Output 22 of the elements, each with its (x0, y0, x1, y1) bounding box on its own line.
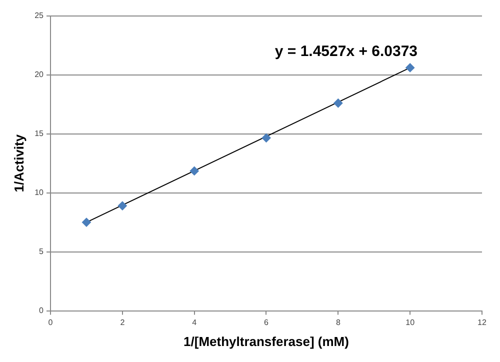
y-tick-label: 0 (39, 306, 44, 316)
x-tick-label: 4 (192, 318, 198, 327)
x-tick-label: 6 (264, 318, 270, 327)
y-tick-label: 15 (34, 129, 44, 138)
y-tick-label: 25 (34, 11, 44, 20)
y-tick-label: 20 (34, 70, 44, 80)
x-tick-label: 0 (48, 318, 54, 327)
y-axis-title: 1/Activity (11, 134, 26, 192)
point (118, 201, 127, 210)
x-tick-label: 2 (120, 318, 126, 327)
y-tick-label: 10 (34, 188, 44, 198)
point (82, 218, 91, 227)
x-tick-label: 12 (478, 318, 487, 327)
point (190, 166, 199, 176)
annotation: y = 1.4527x + 6.0373 (274, 42, 418, 60)
point (262, 133, 271, 142)
x-axis-title: 1/[Methyltransferase] (mM) (184, 334, 349, 349)
y-tick-label: 5 (39, 247, 44, 256)
x-tick-label: 8 (336, 318, 341, 327)
x-tick-label: 10 (406, 318, 416, 327)
point (406, 63, 415, 72)
point (334, 98, 343, 108)
